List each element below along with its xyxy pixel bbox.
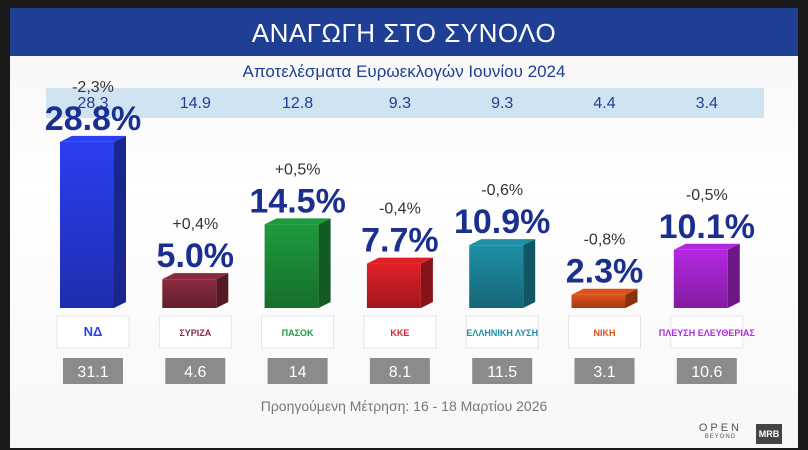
party-logo-box (363, 315, 437, 349)
open-logo-text: OPEN (698, 422, 742, 434)
previous-measurement-note: Προηγούμενη Μέτρηση: 16 - 18 Μαρτίου 202… (260, 398, 548, 414)
previous-value-box (165, 358, 226, 384)
party-logo: ΠΑΣΟΚ (282, 328, 314, 338)
euro-2024-label: 28.3 (77, 95, 108, 112)
change-label: -0,6% (481, 182, 523, 199)
bar (571, 294, 626, 308)
euro-2024-label: 9.3 (491, 95, 513, 112)
previous-value-box (574, 358, 635, 384)
bar-top (469, 239, 536, 246)
euro-2024-label: 12.8 (282, 95, 313, 112)
value-label: 28.8% (45, 100, 141, 138)
bar (60, 141, 114, 308)
bar-side (216, 273, 229, 308)
bar (673, 249, 728, 308)
bar (366, 263, 421, 308)
bar-top (673, 243, 740, 250)
bar-top (366, 257, 433, 264)
euro-2024-label: 4.4 (593, 95, 615, 112)
party-logo-box (568, 315, 641, 349)
bar-side (625, 288, 638, 308)
party-logo-box (261, 315, 335, 349)
previous-value-box (472, 358, 533, 384)
party-logo: ΚΚΕ (390, 328, 409, 338)
party-logo-box (56, 315, 130, 349)
previous-value-box (63, 358, 123, 384)
euro-2024-label: 14.9 (180, 95, 211, 112)
chart-frame: ΑΝΑΓΩΓΗ ΣΤΟ ΣΥΝΟΛΟ Αποτελέσματα Ευρωεκλο… (10, 8, 798, 448)
party-logo-box (158, 315, 232, 349)
euro-2024-label: 9.3 (389, 95, 411, 112)
party-logo: ΝΔ (84, 324, 103, 339)
party-logo: ΕΛΛΗΝΙΚΗ ΛΥΣΗ (466, 328, 538, 338)
bar-chart: 28.328.8% -2,3% ΝΔ 31.1 14.9 5.0% +0,4% ΣΥΡΙΖΑ 4… (45, 79, 756, 384)
previous-value-box (676, 358, 737, 384)
previous-value-label: 10.6 (691, 364, 722, 381)
value-label: 10.9% (454, 203, 550, 241)
euro-2024-label: 3.4 (696, 95, 718, 112)
value-label: 2.3% (566, 253, 644, 291)
change-label: +0,4% (172, 216, 218, 233)
value-label: 7.7% (361, 222, 439, 260)
bar-top (162, 273, 229, 280)
change-label: -0,8% (584, 232, 626, 249)
bar (469, 245, 524, 308)
bar-side (523, 239, 536, 308)
change-label: +0,5% (275, 161, 321, 178)
previous-value-label: 4.6 (184, 364, 206, 381)
previous-value-label: 31.1 (77, 364, 108, 381)
party-logo: ΠΛΕΥΣΗ ΕΛΕΥΘΕΡΙΑΣ (659, 328, 756, 338)
chart-title: ΑΝΑΓΩΓΗ ΣΤΟ ΣΥΝΟΛΟ (10, 8, 798, 56)
previous-value-box (369, 358, 430, 384)
open-logo: OPEN BEYOND (699, 422, 742, 440)
chart-subtitle: Αποτελέσματα Ευρωεκλογών Ιουνίου 2024 (242, 62, 566, 81)
previous-value-label: 3.1 (593, 364, 615, 381)
change-label: -0,4% (379, 201, 421, 218)
change-label: -2,3% (72, 79, 114, 96)
party-logo: ΝΙΚΗ (594, 328, 616, 338)
euro-2024-band (46, 88, 764, 118)
bar (162, 279, 217, 308)
previous-value-box (267, 358, 328, 384)
value-label: 5.0% (157, 237, 235, 275)
party-logo-box (670, 315, 744, 349)
change-label: -0,5% (686, 187, 728, 204)
bar-top (60, 135, 126, 142)
bar-side (114, 135, 126, 308)
party-logo: ΣΥΡΙΖΑ (179, 328, 211, 338)
bar-top (571, 288, 638, 295)
bar-side (727, 243, 740, 308)
bar-side (420, 257, 433, 308)
value-label: 14.5% (249, 182, 345, 220)
value-label: 10.1% (659, 208, 755, 246)
open-logo-subtext: BEYOND (704, 434, 737, 440)
bar-side (318, 218, 331, 308)
previous-value-label: 11.5 (487, 364, 517, 381)
previous-value-label: 14 (289, 364, 307, 381)
bar (264, 224, 319, 308)
bar-top (264, 218, 331, 225)
previous-value-label: 8.1 (389, 364, 411, 381)
party-logo-box (465, 315, 539, 349)
mrb-logo: MRB (756, 424, 782, 444)
